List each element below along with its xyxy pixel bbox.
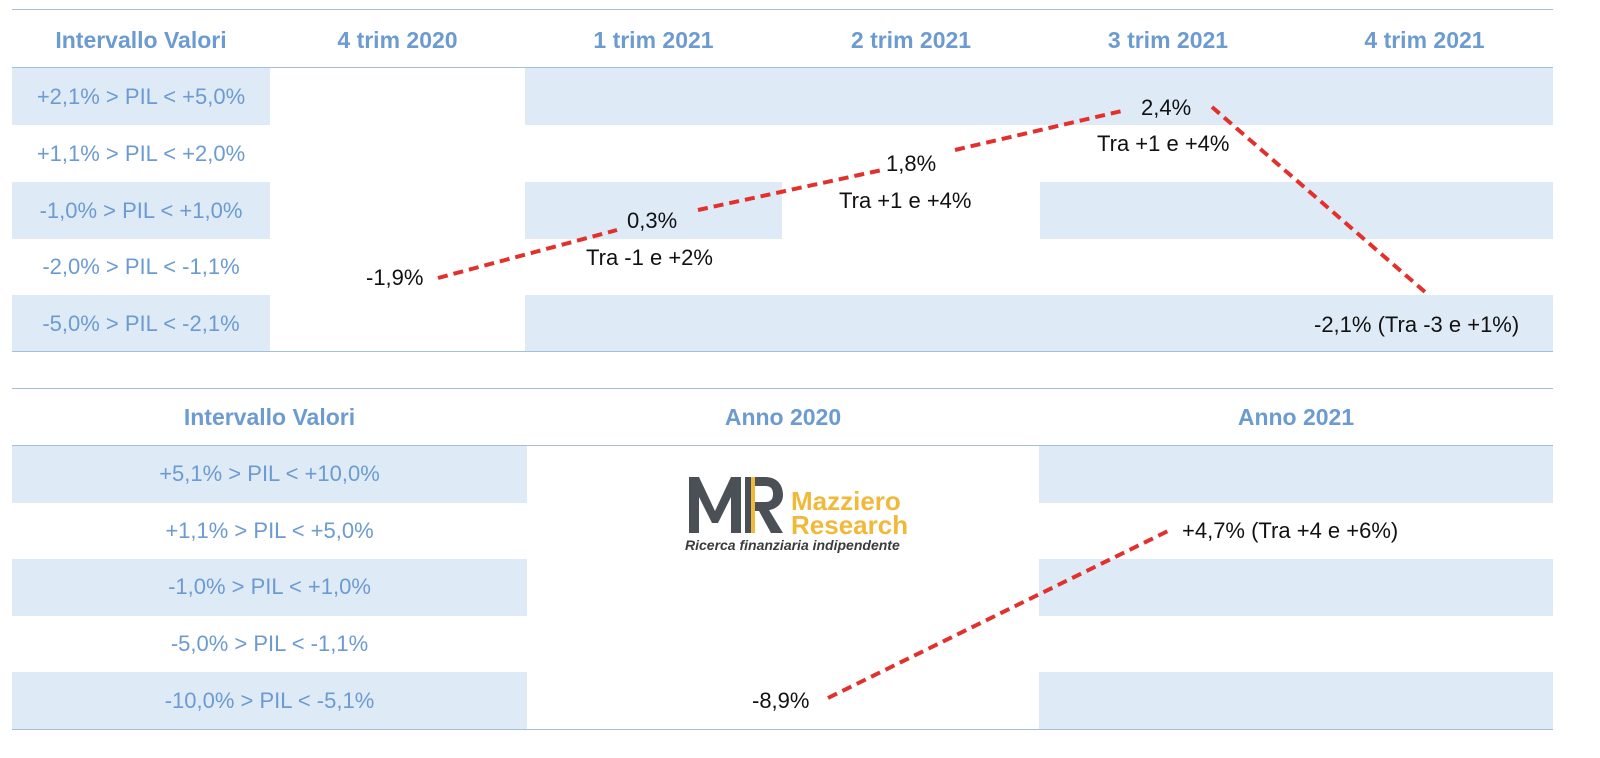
header-category: 2 trim 2021 [850,27,972,53]
range-annotation: Tra +1 e +4% [1097,131,1230,156]
range-row-label: +1,1% > PIL < +5,0% [165,518,374,543]
header-category: Anno 2021 [1237,404,1355,430]
header-category: Anno 2020 [724,404,842,430]
band-cell [12,446,527,503]
table-border [12,9,1553,10]
trend-segment-3 [954,108,1127,152]
band-cell [525,68,1553,125]
mr-logo-mark [689,477,783,533]
value-label: -8,9% [752,688,810,713]
range-annotation: Tra +1 e +4% [839,188,972,213]
header-intervallo: Intervallo Valori [183,404,356,430]
mazziero-research-logo: Mazziero Research Ricerca finanziaria in… [685,473,925,553]
band-cell [12,672,527,729]
value-label: 0,3% [627,208,678,233]
band-cell [12,295,270,352]
value-label: 1,8% [886,151,937,176]
range-row-label: -5,0% > PIL < -2,1% [42,311,240,336]
logo-name-line2: Research [791,510,909,540]
trend-segment-1 [437,228,618,280]
range-row-label: +5,1% > PIL < +10,0% [159,461,380,486]
logo-name-line1: Mazziero [791,486,901,516]
band-cell [12,182,270,239]
range-row-label: -1,0% > PIL < +1,0% [168,574,371,599]
range-row-label: +1,1% > PIL < +2,0% [36,141,246,166]
logo-name: Mazziero Research [791,486,909,540]
value-label: -2,1% (Tra -3 e +1%) [1314,312,1520,337]
range-row-label: -5,0% > PIL < -1,1% [170,631,369,656]
table-border [12,445,1553,446]
trend-segment-4 [1210,105,1427,294]
band-cell [1039,446,1553,503]
band-cell [12,559,527,616]
table-border [12,67,1553,68]
band-cell [1040,182,1553,239]
band-cell [1039,559,1553,616]
table-border [12,729,1553,730]
band-cell [525,295,1553,352]
value-label: -1,9% [366,265,424,290]
range-row-label: +2,1% > PIL < +5,0% [36,84,246,109]
value-label: 2,4% [1141,95,1192,120]
range-row-label: -10,0% > PIL < -5,1% [164,688,375,713]
trend-segment-annual [827,529,1169,700]
header-intervallo: Intervallo Valori [55,27,227,53]
header-category: 4 trim 2021 [1364,27,1485,53]
trend-segment-2 [697,168,883,212]
value-label: +4,7% (Tra +4 e +6%) [1182,518,1399,543]
header-category: 3 trim 2021 [1107,27,1229,53]
table-border [12,351,1553,352]
range-annotation: Tra -1 e +2% [586,245,713,270]
range-row-label: -2,0% > PIL < -1,1% [42,254,240,279]
band-cell [525,182,782,239]
range-row-label: -1,0% > PIL < +1,0% [39,198,243,223]
logo-tagline: Ricerca finanziaria indipendente [685,537,900,553]
header-category: 4 trim 2020 [337,27,458,53]
band-cell [12,68,270,125]
band-cell [1039,672,1553,729]
table-border [12,388,1553,389]
header-category: 1 trim 2021 [593,27,714,53]
